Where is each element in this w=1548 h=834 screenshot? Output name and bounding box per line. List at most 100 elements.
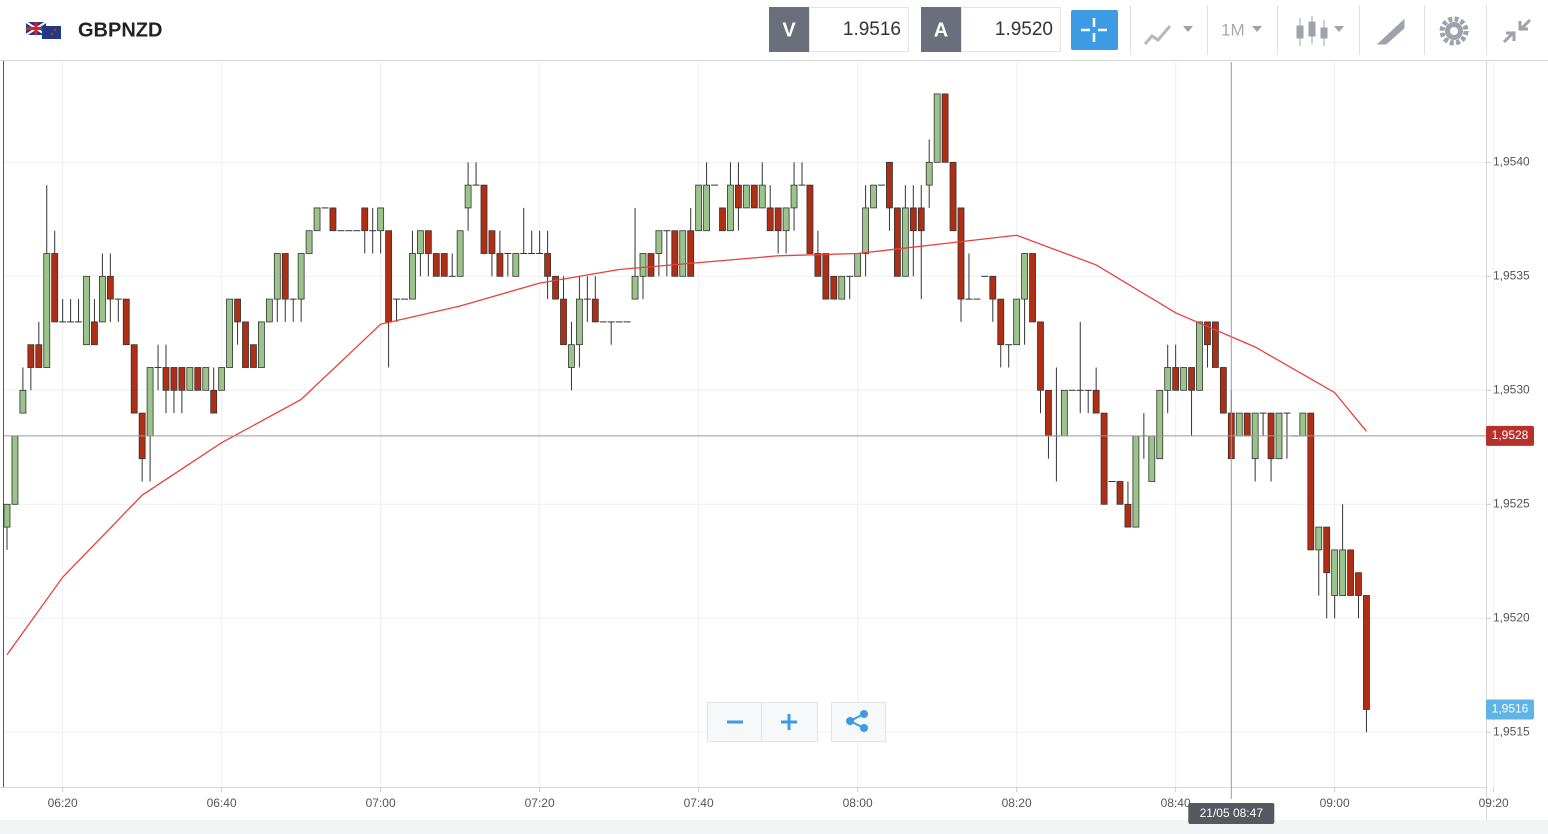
candle-body (1355, 572, 1362, 596)
candle-body (1188, 367, 1195, 391)
candle-body (99, 275, 106, 323)
candle-body (1172, 367, 1180, 391)
candle-body (1243, 412, 1251, 437)
x-tick-label: 07:40 (684, 796, 714, 810)
candle-body (488, 230, 496, 254)
candle-body (790, 184, 798, 209)
crosshair-label: 21/05 08:47 (1200, 806, 1264, 820)
candle-body (409, 253, 416, 300)
candle-body (830, 275, 838, 300)
x-tick-label: 09:20 (1479, 796, 1509, 810)
x-tick-label: 07:00 (366, 796, 396, 810)
zoom-out-button[interactable] (707, 702, 762, 742)
candle-body (1204, 321, 1211, 346)
settings-button[interactable] (1439, 16, 1469, 46)
candle-body (774, 207, 782, 232)
candle-body (242, 321, 249, 368)
candle-body (186, 367, 194, 391)
candle-body (647, 253, 655, 277)
candle-body (925, 161, 933, 186)
grid: 1,9515 1,9520 1,9525 1,9530 1,9535 1,9540 06:2… (4, 62, 1530, 810)
share-button[interactable] (831, 702, 886, 742)
buy-button[interactable] (921, 7, 961, 52)
chart-type-button[interactable] (1296, 16, 1344, 46)
candle-body (329, 207, 337, 232)
candle-body (703, 184, 710, 232)
indicator-button[interactable] (1143, 25, 1193, 45)
candle-body (631, 275, 639, 300)
candle-body (782, 207, 790, 232)
crosshair-button[interactable] (1071, 10, 1118, 50)
candle-body (735, 184, 742, 209)
candle-body (377, 207, 385, 232)
y-tick-label: 1,9525 (1493, 496, 1530, 510)
candle-body (273, 253, 281, 300)
candle-body (1307, 412, 1315, 551)
sell-button[interactable] (769, 7, 809, 52)
candle-body (27, 344, 35, 368)
candle-body (552, 275, 559, 300)
buy-box (961, 7, 1061, 52)
candle-body (1045, 389, 1052, 437)
candle-body (234, 298, 241, 323)
candle-body (464, 184, 472, 209)
candle-body (305, 230, 313, 254)
candle-body (742, 184, 750, 209)
candle-body (886, 161, 893, 209)
zoom-in-button[interactable] (761, 702, 818, 742)
overlay: 1,9528 1,9516 21/05 08:47 (4, 62, 1534, 824)
collapse-button[interactable] (1502, 18, 1532, 44)
candle-body (822, 253, 830, 300)
toolbar (1130, 5, 1487, 55)
candle-body (933, 93, 941, 163)
sell-price: 1.9516 (843, 19, 901, 40)
y-tick-label: 1,9530 (1493, 382, 1530, 396)
x-tick-label: 08:20 (1002, 796, 1032, 810)
candle-body (1148, 435, 1156, 482)
candle-body (83, 275, 90, 346)
candle-body (901, 207, 909, 277)
plot (3, 93, 1370, 733)
candle-body (313, 207, 321, 232)
candle-body (1235, 412, 1243, 437)
candle-body (281, 253, 289, 300)
candle-body (456, 230, 464, 277)
candle-body (544, 253, 551, 277)
candle-body (1219, 367, 1227, 414)
candle-body (19, 389, 27, 414)
candle-body (591, 298, 599, 323)
candle-body (512, 253, 520, 277)
candle-body (838, 275, 846, 300)
candle-body (3, 503, 11, 528)
x-tick-label: 09:00 (1320, 796, 1350, 810)
candle-body (687, 230, 695, 277)
timeframe-caret (1252, 26, 1262, 32)
candle-body (997, 298, 1005, 346)
candle-body (265, 298, 273, 323)
draw-button[interactable] (1376, 18, 1405, 45)
scroll-bar[interactable] (0, 820, 1548, 834)
price-tag (1486, 699, 1534, 720)
candle-body (1363, 595, 1370, 710)
candle-body (917, 207, 925, 232)
price-tag-label: 1,9528 (1492, 428, 1529, 442)
candle-body (1029, 253, 1036, 323)
candle-body (1212, 321, 1219, 368)
candle-body (695, 184, 703, 232)
candle-body (727, 184, 734, 232)
candle-body (496, 253, 504, 277)
y-tick-label: 1,9520 (1493, 610, 1530, 624)
candle-body (424, 230, 432, 254)
candle-body (106, 275, 114, 300)
y-tick-label: 1,9535 (1493, 268, 1530, 282)
buy-label: A (934, 19, 948, 41)
crosshair-tag (1188, 803, 1275, 824)
candle-body (162, 367, 170, 391)
candle-body (1156, 389, 1164, 460)
candle-body (750, 184, 758, 209)
candle-body (862, 207, 869, 254)
candle-body (385, 230, 393, 323)
timeframe[interactable]: 1M (1221, 20, 1245, 39)
candle-body (655, 230, 663, 254)
